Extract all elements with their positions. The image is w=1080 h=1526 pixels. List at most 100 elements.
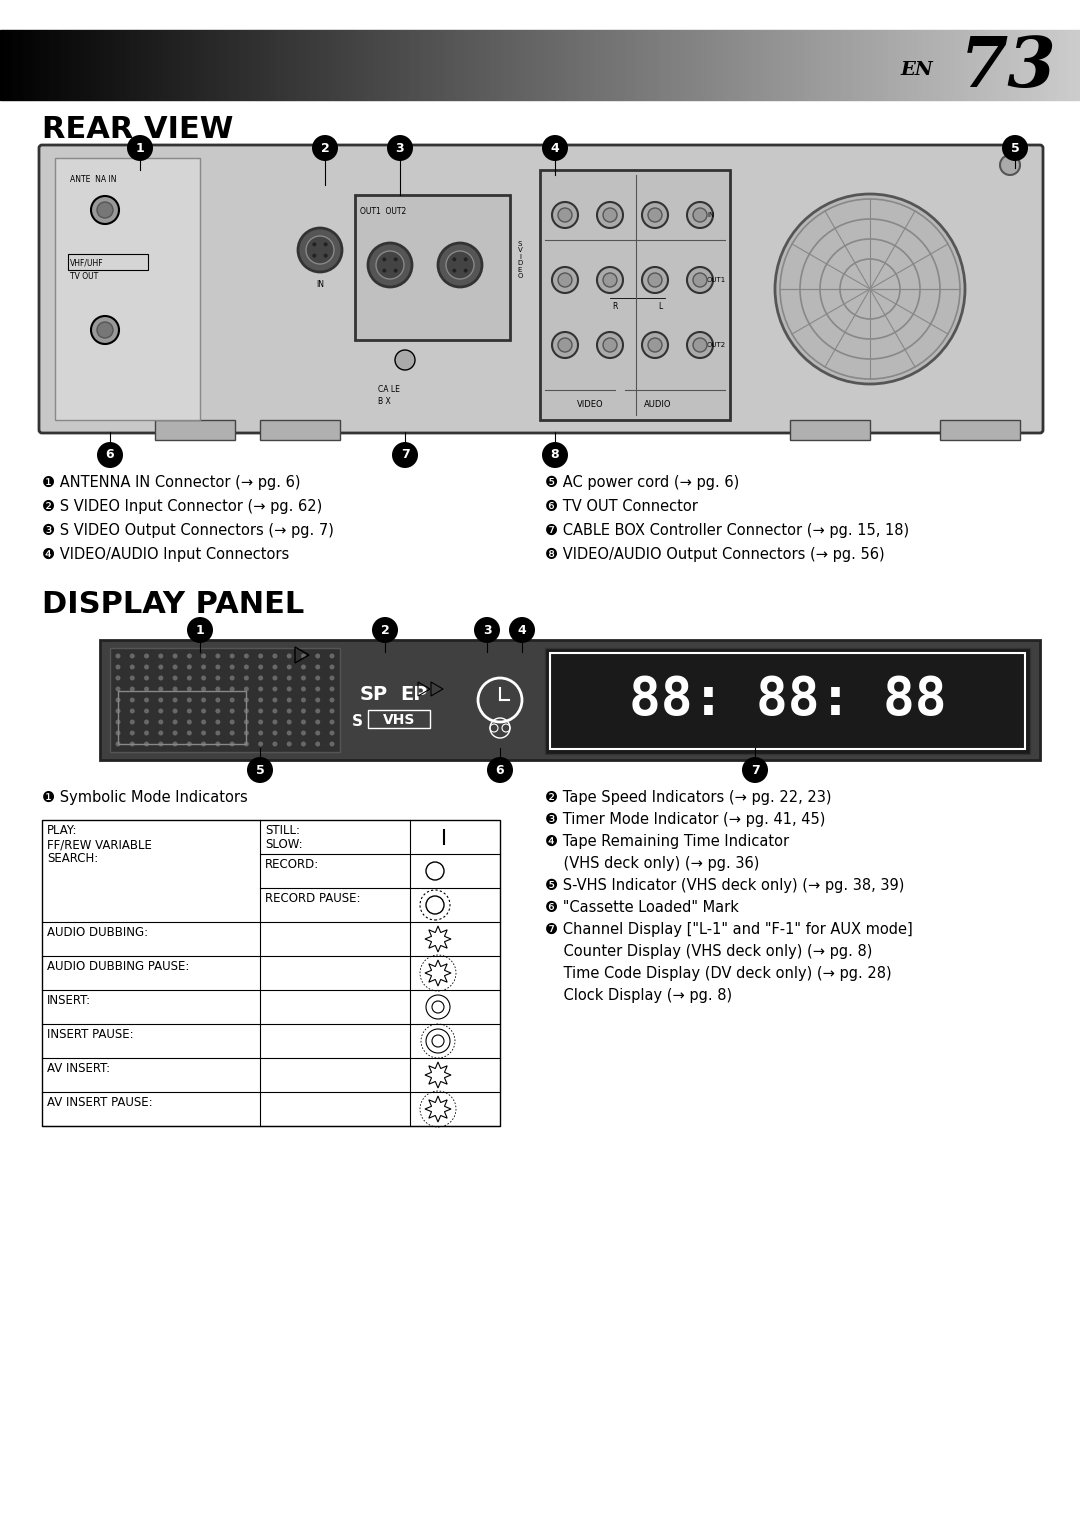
Text: R: R (612, 302, 618, 311)
Circle shape (272, 676, 278, 681)
Circle shape (258, 697, 264, 702)
Circle shape (558, 208, 572, 221)
Bar (83, 31, 86, 101)
Circle shape (603, 273, 617, 287)
Bar (569, 31, 572, 101)
Bar (410, 31, 414, 101)
Bar (1029, 31, 1034, 101)
Text: ❶ ANTENNA IN Connector (→ pg. 6): ❶ ANTENNA IN Connector (→ pg. 6) (42, 475, 300, 490)
Bar (670, 31, 673, 101)
Bar (926, 31, 929, 101)
Circle shape (301, 708, 306, 714)
Bar (227, 31, 230, 101)
Bar (756, 31, 759, 101)
Bar (1051, 31, 1055, 101)
Bar (230, 31, 234, 101)
Circle shape (558, 337, 572, 353)
Bar (321, 31, 324, 101)
Bar (126, 31, 130, 101)
Circle shape (648, 337, 662, 353)
Text: ❸ Timer Mode Indicator (→ pg. 41, 45): ❸ Timer Mode Indicator (→ pg. 41, 45) (545, 812, 825, 827)
Circle shape (775, 194, 966, 385)
Bar (355, 195, 510, 340)
Circle shape (301, 676, 306, 681)
Circle shape (201, 653, 206, 659)
Circle shape (247, 757, 273, 783)
Circle shape (1002, 134, 1028, 162)
Circle shape (258, 653, 264, 659)
Bar (18, 31, 22, 101)
Bar (94, 31, 97, 101)
Bar (918, 31, 921, 101)
Bar (68, 31, 72, 101)
Circle shape (315, 719, 321, 725)
Bar (940, 31, 943, 101)
Circle shape (552, 333, 578, 359)
Bar (170, 31, 173, 101)
Bar (443, 31, 446, 101)
Bar (1058, 31, 1062, 101)
Bar (367, 31, 370, 101)
Bar (111, 31, 116, 101)
Bar (576, 31, 580, 101)
Circle shape (642, 267, 669, 293)
Circle shape (201, 664, 206, 670)
Bar (454, 31, 457, 101)
Text: 2: 2 (380, 624, 390, 636)
Bar (651, 31, 656, 101)
Bar (389, 31, 392, 101)
Bar (489, 31, 494, 101)
Circle shape (215, 742, 220, 746)
Bar (421, 31, 424, 101)
Text: RECORD:: RECORD: (265, 858, 320, 871)
Bar (292, 31, 295, 101)
Bar (705, 31, 710, 101)
Bar (461, 31, 464, 101)
Circle shape (230, 653, 234, 659)
Bar (694, 31, 699, 101)
Bar (702, 31, 705, 101)
Circle shape (244, 719, 248, 725)
Bar (79, 31, 83, 101)
Circle shape (144, 708, 149, 714)
Text: ❻ TV OUT Connector: ❻ TV OUT Connector (545, 499, 698, 514)
Bar (548, 31, 551, 101)
Bar (904, 31, 907, 101)
Bar (68, 253, 148, 270)
Bar (832, 31, 835, 101)
Bar (386, 31, 389, 101)
Circle shape (187, 687, 192, 691)
Circle shape (286, 719, 292, 725)
Bar (1034, 31, 1037, 101)
Bar (796, 31, 799, 101)
Bar (634, 31, 637, 101)
Text: AUDIO DUBBING PAUSE:: AUDIO DUBBING PAUSE: (48, 960, 189, 974)
Bar (173, 31, 176, 101)
Bar (558, 31, 562, 101)
Bar (742, 31, 745, 101)
Bar (1072, 31, 1077, 101)
Bar (813, 31, 818, 101)
Bar (846, 31, 850, 101)
Bar (508, 31, 511, 101)
Bar (907, 31, 910, 101)
Circle shape (244, 653, 248, 659)
Bar (156, 420, 235, 439)
Circle shape (201, 719, 206, 725)
Bar (0, 31, 3, 101)
Bar (486, 31, 489, 101)
Circle shape (215, 708, 220, 714)
Circle shape (272, 719, 278, 725)
Bar (72, 31, 76, 101)
Circle shape (642, 333, 669, 359)
Bar (616, 31, 619, 101)
Circle shape (687, 267, 713, 293)
Bar (810, 31, 813, 101)
Text: ❷ S VIDEO Input Connector (→ pg. 62): ❷ S VIDEO Input Connector (→ pg. 62) (42, 499, 322, 514)
Circle shape (387, 134, 413, 162)
Circle shape (478, 678, 522, 722)
Bar (554, 31, 558, 101)
Circle shape (286, 687, 292, 691)
Circle shape (130, 731, 135, 736)
Bar (734, 31, 738, 101)
